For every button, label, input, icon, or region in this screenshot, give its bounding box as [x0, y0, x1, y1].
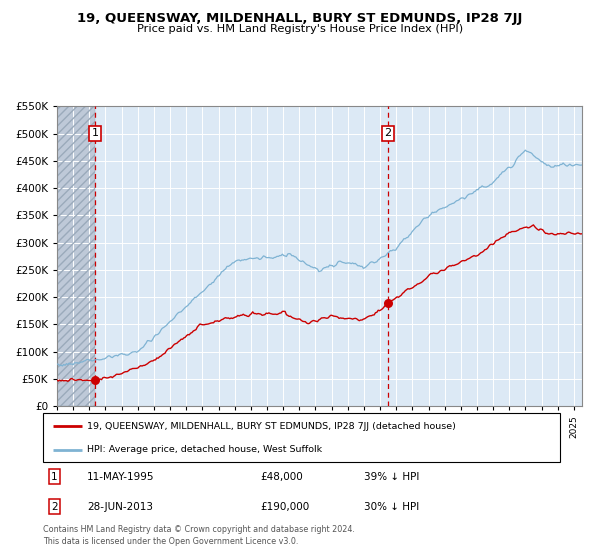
Text: 1: 1	[51, 472, 58, 482]
Bar	[57, 106, 95, 406]
Bar	[57, 106, 95, 406]
Text: 39% ↓ HPI: 39% ↓ HPI	[364, 472, 419, 482]
Text: 2: 2	[51, 502, 58, 512]
Text: Price paid vs. HM Land Registry's House Price Index (HPI): Price paid vs. HM Land Registry's House …	[137, 24, 463, 34]
Text: 2: 2	[385, 128, 392, 138]
Text: 28-JUN-2013: 28-JUN-2013	[87, 502, 153, 512]
Text: 19, QUEENSWAY, MILDENHALL, BURY ST EDMUNDS, IP28 7JJ: 19, QUEENSWAY, MILDENHALL, BURY ST EDMUN…	[77, 12, 523, 25]
Text: 30% ↓ HPI: 30% ↓ HPI	[364, 502, 419, 512]
Text: 11-MAY-1995: 11-MAY-1995	[87, 472, 155, 482]
Text: £48,000: £48,000	[260, 472, 303, 482]
Text: £190,000: £190,000	[260, 502, 310, 512]
Text: 1: 1	[92, 128, 98, 138]
Text: HPI: Average price, detached house, West Suffolk: HPI: Average price, detached house, West…	[87, 445, 322, 454]
Text: Contains HM Land Registry data © Crown copyright and database right 2024.
This d: Contains HM Land Registry data © Crown c…	[43, 525, 355, 546]
Text: 19, QUEENSWAY, MILDENHALL, BURY ST EDMUNDS, IP28 7JJ (detached house): 19, QUEENSWAY, MILDENHALL, BURY ST EDMUN…	[87, 422, 456, 431]
